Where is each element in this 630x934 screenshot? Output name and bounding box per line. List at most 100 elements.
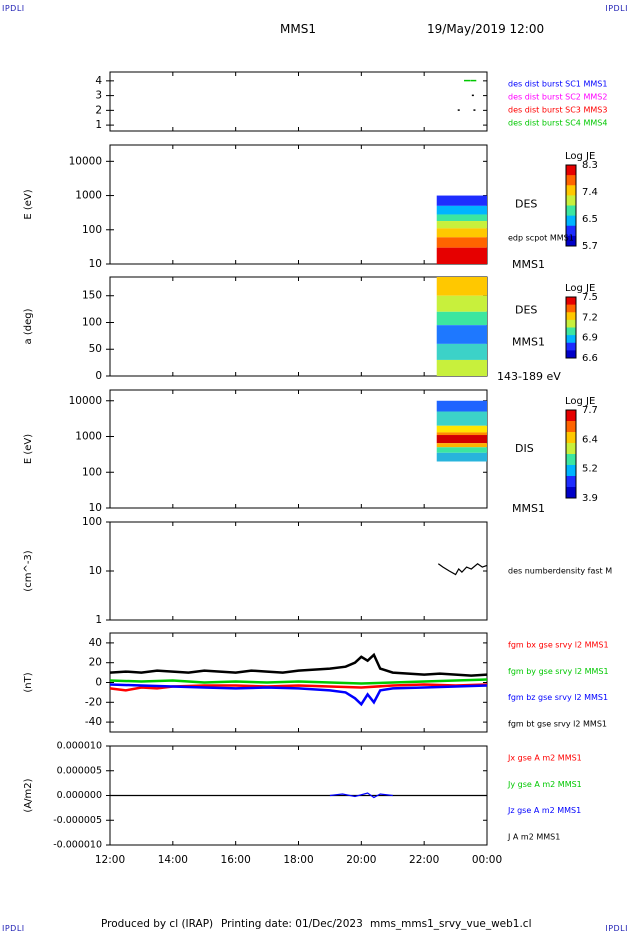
legend-entry: fgm bt gse srvy l2 MMS1 — [508, 720, 607, 729]
corner-mark-bottom-right: IPDLI — [605, 924, 628, 933]
y-axis-label: (nT) — [23, 672, 34, 692]
panel-magnetic-field — [106, 632, 488, 733]
side-label: DES — [515, 304, 537, 317]
colorbar-segment — [566, 327, 576, 336]
time-tick-label: 22:00 — [409, 854, 439, 866]
y-tick-label: -20 — [85, 696, 102, 708]
colorbar-segment — [566, 185, 576, 196]
heatmap-band — [436, 447, 487, 453]
colorbar-frame — [565, 164, 577, 247]
y-tick-label: 1 — [95, 614, 102, 626]
colorbar-segment — [566, 465, 576, 477]
y-tick-label: 0.000010 — [57, 741, 102, 752]
data-point — [464, 79, 471, 82]
series-line-Jz — [329, 792, 393, 799]
series-line-by — [109, 678, 488, 685]
y-tick-label: 10000 — [69, 155, 102, 167]
colorbar-segment — [566, 175, 576, 186]
y-tick-label: 1 — [95, 119, 102, 131]
panel-frame — [109, 521, 488, 621]
legend-entry: des dist burst SC2 MMS2 — [508, 93, 607, 102]
colorbar-segment — [566, 487, 576, 499]
heatmap-band — [436, 400, 487, 412]
colorbar-segment — [566, 165, 576, 176]
y-tick-label: -40 — [85, 716, 102, 728]
y-tick-label: 10 — [89, 565, 102, 577]
heatmap-band — [436, 228, 487, 238]
colorbar-segment — [566, 432, 576, 444]
y-tick-label: 40 — [89, 637, 102, 649]
colorbar-segment — [566, 454, 576, 466]
colorbar-segment — [566, 235, 576, 247]
legend-entry: fgm bx gse srvy l2 MMS1 — [508, 641, 609, 650]
y-tick-label: 100 — [82, 516, 102, 528]
colorbar-segment — [566, 421, 576, 433]
colorbar-segment — [566, 225, 576, 237]
y-tick-label: 10000 — [69, 395, 102, 407]
panel-dis-energy — [106, 389, 577, 509]
panel-des-pitch-angle — [106, 276, 577, 377]
y-tick-label: 2 — [95, 104, 102, 116]
y-tick-label: -0.000010 — [53, 840, 102, 851]
data-point — [473, 109, 476, 111]
panel-bottom-label: MMS1 — [512, 258, 545, 271]
y-tick-label: 1000 — [75, 431, 102, 443]
y-tick-label: 0 — [95, 370, 102, 382]
heatmap-band — [436, 343, 487, 360]
y-axis-label: (A/m2) — [23, 778, 34, 812]
panel-current-density — [106, 745, 488, 846]
colorbar-tick-label: 3.9 — [582, 493, 598, 504]
y-axis-label: a (deg) — [23, 308, 34, 344]
colorbar-segment — [566, 410, 576, 422]
time-tick-label: 12:00 — [95, 854, 125, 866]
panel-burst-availability — [106, 71, 488, 132]
colorbar-tick-label: 6.4 — [582, 434, 598, 445]
y-tick-label: 10 — [89, 258, 102, 270]
colorbar-title: Log JE — [565, 396, 595, 407]
legend-entry: J A m2 MMS1 — [507, 833, 560, 842]
legend-entry: des dist burst SC1 MMS1 — [508, 80, 607, 89]
legend-entry: fgm by gse srvy l2 MMS1 — [508, 667, 609, 676]
colorbar-segment — [566, 205, 576, 217]
y-axis-label: E (eV) — [23, 434, 34, 464]
y-tick-label: 4 — [95, 75, 102, 87]
panel-frame — [109, 71, 488, 132]
colorbar-tick-label: 5.2 — [582, 464, 598, 475]
footer-filename: mms_mms1_srvy_vue_web1.cl — [370, 918, 532, 930]
colorbar-segment — [566, 443, 576, 455]
heatmap-band — [436, 295, 487, 312]
legend-entry: fgm bz gse srvy l2 MMS1 — [508, 693, 608, 702]
side-label-secondary: MMS1 — [512, 336, 545, 349]
heatmap-band — [436, 221, 487, 229]
colorbar-tick-label: 7.5 — [582, 292, 598, 303]
y-tick-label: 100 — [82, 224, 102, 236]
colorbar-tick-label: 6.5 — [582, 214, 598, 225]
heatmap-band — [436, 205, 487, 215]
heatmap-band — [436, 325, 487, 344]
legend-entry: Jz gse A m2 MMS1 — [507, 806, 581, 815]
spacecraft-title: MMS1 — [280, 22, 316, 36]
colorbar-segment — [566, 342, 576, 351]
colorbar-tick-label: 6.6 — [582, 353, 598, 364]
colorbar-tick-label: 6.9 — [582, 333, 598, 344]
y-tick-label: 1000 — [75, 190, 102, 202]
heatmap-band — [436, 443, 487, 448]
colorbar-segment — [566, 319, 576, 328]
time-tick-label: 20:00 — [346, 854, 376, 866]
side-label: DIS — [515, 442, 534, 455]
corner-mark-bottom-left: IPDLI — [2, 924, 25, 933]
colorbar-tick-label: 7.7 — [582, 405, 598, 416]
side-label: DES — [515, 198, 537, 211]
heatmap-band — [436, 277, 487, 296]
colorbar-frame — [565, 296, 577, 359]
y-tick-label: 10 — [89, 502, 102, 514]
corner-mark-top-left: IPDLI — [2, 4, 25, 13]
heatmap-band — [436, 237, 487, 248]
colorbar-tick-label: 8.3 — [582, 160, 598, 171]
heatmap-band — [436, 432, 487, 436]
series-line-bz — [109, 683, 488, 707]
heatmap-band — [436, 411, 487, 426]
colorbar-segment — [566, 335, 576, 344]
colorbar-segment — [566, 297, 576, 306]
